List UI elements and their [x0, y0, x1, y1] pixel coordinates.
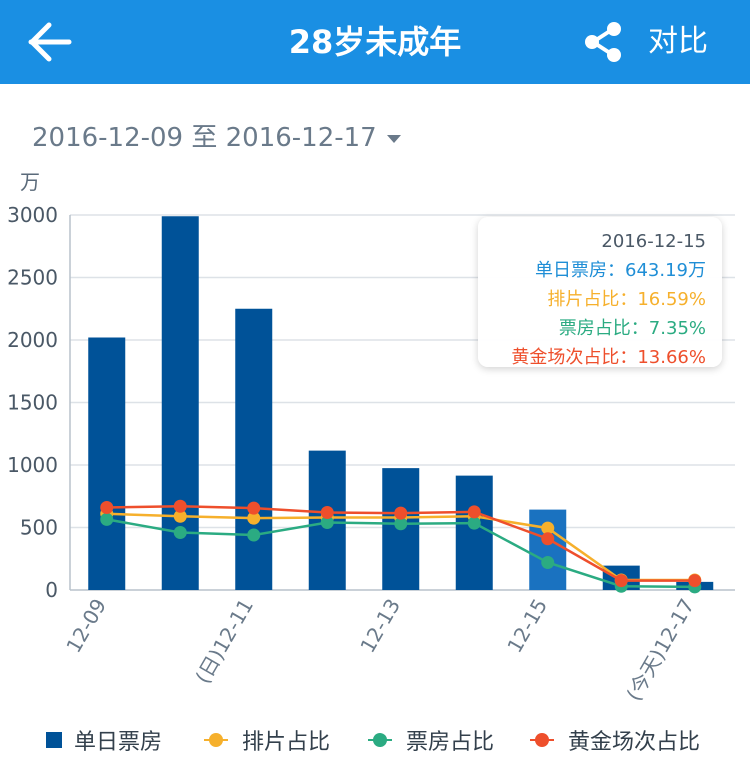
data-point: [614, 574, 628, 588]
bar: [88, 337, 126, 590]
legend-label: 单日票房: [74, 730, 163, 755]
legend-item-box-office[interactable]: 单日票房: [46, 722, 162, 758]
caret-down-icon: [386, 134, 401, 143]
tooltip-golden-share: 黄金场次占比：13.66%: [511, 347, 706, 368]
page-title: 28岁未成年: [288, 23, 462, 61]
data-point: [541, 556, 555, 569]
data-point: [541, 532, 555, 546]
date-range-selector[interactable]: 2016-12-09 至 2016-12-17: [32, 118, 401, 158]
top-navigation-bar: 28岁未成年 对比: [0, 0, 750, 84]
y-axis-unit-label: 万: [20, 170, 40, 194]
date-range-label: 2016-12-09 至 2016-12-17: [32, 123, 377, 153]
legend-label: 排片占比: [242, 730, 331, 755]
legend-item-golden-share[interactable]: 黄金场次占比: [530, 722, 700, 758]
box-office-chart: 0 500 1000 1500 2000 2500 3000 12-09 (日)12-11 12-…: [7, 203, 735, 705]
y-tick-label: 2500: [7, 266, 58, 290]
legend-swatch: [46, 732, 62, 748]
legend-swatch: [530, 732, 554, 748]
y-tick-label: 2000: [7, 328, 58, 352]
data-point: [173, 526, 187, 539]
y-tick-label: 3000: [7, 203, 58, 227]
data-point: [100, 512, 114, 526]
back-button[interactable]: [24, 18, 76, 66]
arrow-left-icon: [28, 22, 72, 62]
tooltip-box-share: 票房占比：7.35%: [558, 318, 706, 339]
tooltip-screening-share: 排片占比：16.59%: [547, 289, 706, 310]
legend-label: 票房占比: [406, 730, 495, 755]
share-button[interactable]: [580, 18, 628, 66]
data-point: [467, 516, 481, 530]
data-point: [247, 501, 261, 515]
legend-item-screening-share[interactable]: 排片占比: [204, 722, 330, 758]
x-tick-label: (日)12-11: [190, 595, 258, 688]
x-tick-label: (今天)12-17: [621, 595, 699, 705]
data-point: [394, 517, 408, 531]
data-point: [247, 528, 261, 542]
tooltip-box-office: 单日票房：643.19万: [535, 260, 706, 281]
legend-swatch: [368, 732, 392, 748]
data-point: [100, 501, 114, 514]
share-icon: [585, 22, 621, 62]
data-point: [541, 521, 555, 535]
y-tick-label: 500: [20, 516, 58, 540]
legend-swatch: [204, 732, 228, 748]
data-point: [173, 509, 187, 523]
tooltip-date: 2016-12-15: [601, 231, 706, 252]
data-point: [173, 499, 187, 513]
x-tick-label: 12-13: [355, 595, 405, 657]
legend-item-box-share[interactable]: 票房占比: [368, 722, 494, 758]
data-point: [394, 506, 408, 520]
data-point: [247, 511, 261, 525]
bar: [235, 308, 273, 590]
chart-tooltip: 2016-12-15 单日票房：643.19万 排片占比：16.59% 票房占比…: [478, 217, 722, 368]
legend-label: 黄金场次占比: [568, 730, 701, 755]
x-tick-label: 12-15: [502, 595, 552, 657]
data-point: [320, 516, 334, 529]
data-point: [688, 574, 702, 588]
y-tick-label: 0: [45, 578, 58, 602]
compare-button[interactable]: 对比: [648, 24, 708, 59]
y-tick-label: 1000: [7, 453, 58, 477]
x-tick-label: 12-09: [61, 595, 111, 657]
data-point: [320, 506, 334, 519]
data-point: [467, 505, 481, 519]
y-tick-label: 1500: [7, 391, 58, 415]
chart-legend: 单日票房 排片占比 票房占比 黄金场次占比: [0, 722, 750, 758]
bar: [455, 475, 493, 590]
